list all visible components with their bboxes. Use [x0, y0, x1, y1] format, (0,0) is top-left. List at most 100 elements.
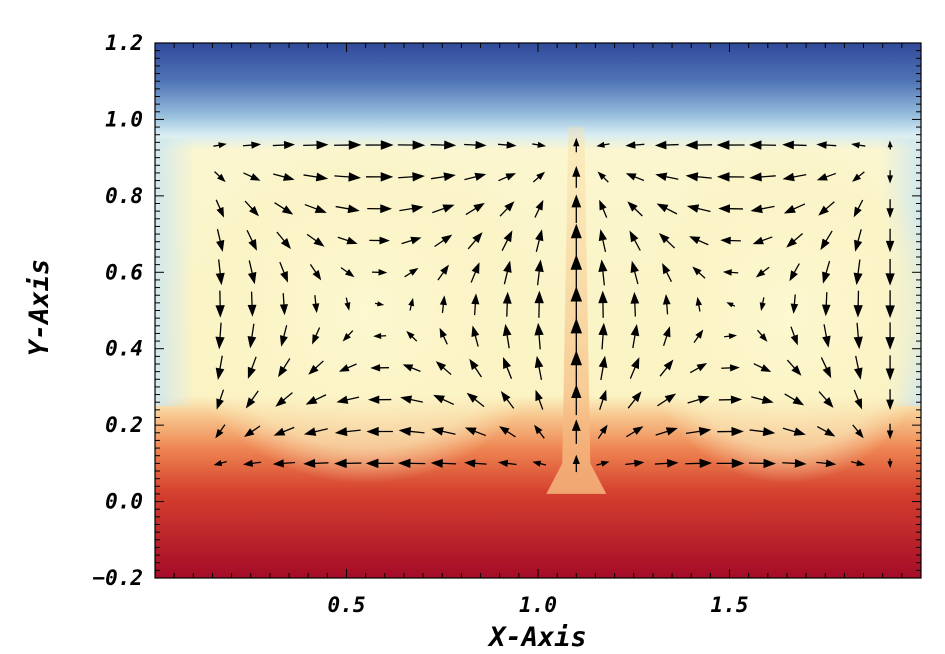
- vector-arrow-head: [245, 397, 256, 409]
- vector-arrow-head: [279, 304, 289, 316]
- vector-arrow-head: [535, 389, 543, 402]
- right-cell-glow: [633, 137, 921, 484]
- vector-arrow-head: [783, 204, 796, 214]
- vector-arrow-head: [283, 172, 295, 181]
- y-tick-label: 1.0: [105, 107, 143, 131]
- vector-arrow-head: [251, 141, 262, 149]
- vector-arrow-head: [763, 458, 777, 469]
- vector-arrow-head: [573, 137, 580, 147]
- vector-arrow-head: [887, 175, 894, 184]
- vector-arrow-head: [632, 426, 644, 435]
- vector-arrow-head: [853, 272, 863, 286]
- vector-arrow-head: [400, 395, 413, 404]
- vector-arrow-head: [631, 357, 640, 370]
- vector-arrow-head: [685, 140, 698, 150]
- vector-arrow-head: [215, 336, 225, 350]
- vector-arrows: [213, 137, 895, 473]
- vector-arrow-head: [854, 398, 863, 410]
- vector-arrow-head: [439, 295, 447, 306]
- vector-arrow-head: [472, 232, 483, 244]
- vector-arrow-head: [696, 362, 708, 372]
- vector-arrow-head: [658, 232, 670, 244]
- vector-arrow-head: [654, 140, 667, 150]
- heatmap-layer: [155, 43, 921, 578]
- vector-arrow-head: [729, 364, 740, 372]
- vector-arrow-head: [793, 427, 806, 436]
- vector-arrow-head: [442, 204, 455, 213]
- vector-arrow-head: [215, 272, 225, 286]
- vector-arrow-head: [247, 366, 256, 379]
- vector-arrow-head: [662, 294, 671, 305]
- vector-arrow-head: [536, 171, 546, 181]
- vector-arrow-head: [665, 427, 678, 436]
- vector-arrow-head: [853, 336, 863, 350]
- vector-arrow-head: [244, 428, 255, 438]
- vector-arrow-head: [699, 458, 713, 468]
- vector-arrow-head: [794, 459, 807, 468]
- vector-arrow-head: [502, 291, 512, 304]
- vector-arrow-head: [630, 291, 640, 304]
- vector-arrow-head: [439, 327, 447, 339]
- vector-arrow-head: [247, 335, 257, 349]
- vector-arrow-head: [334, 427, 348, 437]
- vector-arrow-head: [367, 395, 380, 404]
- vector-arrow-head: [761, 395, 774, 404]
- vector-arrow-head: [631, 391, 642, 403]
- vector-arrow-head: [572, 165, 581, 177]
- vector-arrow-head: [380, 140, 394, 150]
- vector-arrow-head: [410, 236, 422, 245]
- vector-arrow-head: [247, 304, 257, 317]
- vector-arrow-head: [600, 460, 610, 467]
- vector-arrow-head: [823, 397, 834, 408]
- vector-arrow-head: [759, 302, 766, 311]
- vector-arrow-head: [662, 263, 671, 275]
- vector-arrow-head: [313, 237, 325, 247]
- vector-arrow-head: [689, 236, 701, 245]
- vector-arrow-head: [720, 236, 731, 245]
- vector-arrow-head: [570, 223, 582, 239]
- vector-arrow-head: [851, 142, 860, 149]
- vector-arrow-head: [789, 270, 798, 282]
- vector-arrow-head: [380, 204, 393, 214]
- vector-arrow-head: [534, 290, 544, 304]
- vector-arrow-head: [345, 269, 355, 278]
- vector-arrow-head: [277, 365, 288, 378]
- vector-arrow-head: [598, 322, 608, 336]
- vector-arrow-head: [216, 239, 225, 252]
- vector-arrow-head: [305, 396, 318, 405]
- vector-arrow-head: [821, 304, 831, 317]
- vector-arrow-head: [822, 366, 832, 379]
- vector-arrow-head: [464, 427, 477, 436]
- vector-arrow-head: [656, 203, 669, 213]
- vector-arrow-head: [630, 260, 639, 273]
- vector-arrow-head: [216, 206, 225, 218]
- vector-arrow-head: [471, 293, 480, 305]
- vector-arrow-head: [336, 395, 349, 404]
- vector-arrow-head: [760, 364, 772, 373]
- vector-arrow-head: [570, 318, 583, 334]
- vector-arrow-head: [312, 269, 322, 281]
- vector-arrow-head: [471, 325, 480, 337]
- vector-arrow-head: [598, 355, 608, 369]
- vector-arrow-head: [630, 324, 640, 337]
- vector-arrow-head: [430, 458, 443, 468]
- vector-arrow-head: [571, 419, 581, 431]
- vector-arrow-head: [599, 389, 607, 401]
- x-tick-label: 1.5: [711, 593, 749, 617]
- vector-arrow-head: [443, 172, 456, 182]
- y-tick-label: 1.2: [105, 31, 143, 55]
- vector-arrow-head: [854, 367, 863, 380]
- x-tick-label: 0.5: [328, 593, 366, 617]
- vector-arrow-head: [816, 173, 828, 181]
- vector-arrow-head: [627, 201, 638, 212]
- vector-arrow-head: [728, 333, 738, 340]
- vector-arrow-head: [749, 172, 762, 182]
- vector-arrow-head: [598, 290, 608, 304]
- vector-arrow-head: [502, 356, 512, 370]
- vector-arrow-head: [215, 428, 224, 439]
- vector-arrow-head: [570, 350, 583, 366]
- vector-arrow-head: [822, 271, 831, 284]
- vector-arrow-head: [722, 269, 732, 276]
- vector-arrow-head: [303, 427, 317, 436]
- vector-arrow-head: [716, 172, 730, 182]
